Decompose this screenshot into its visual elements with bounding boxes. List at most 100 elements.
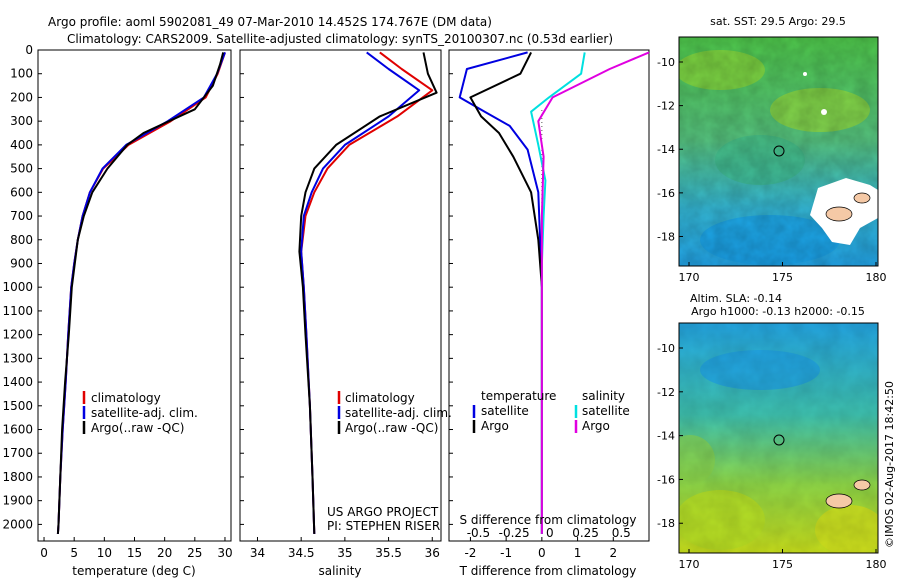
depth-tick-label: 2000 <box>2 517 33 531</box>
depth-tick-label: 900 <box>10 256 33 270</box>
salinity-xlabel: salinity <box>318 564 361 578</box>
depth-tick-label: 500 <box>10 162 33 176</box>
depth-tick-label: 1700 <box>2 446 33 460</box>
depth-tick-label: 1100 <box>2 304 33 318</box>
map-lat-label: -16 <box>657 187 675 200</box>
x-tick-label: 20 <box>157 546 172 560</box>
sst-map <box>679 37 878 266</box>
depth-tick-label: 1300 <box>2 351 33 365</box>
argo-position-marker <box>773 145 785 157</box>
temperature-legend: climatology satellite-adj. clim. Argo(..… <box>82 391 198 435</box>
map-lat-label: -14 <box>657 430 675 443</box>
map-lon-label: 170 <box>679 558 700 571</box>
sla-map-axes: -10 -12 -14 -16 -18 170 175 180 <box>657 342 886 571</box>
x-tick-label: 1 <box>574 546 582 560</box>
x-tick-label: 36 <box>425 546 440 560</box>
x-top-tick-label: 0.5 <box>612 526 631 540</box>
legend-s-satellite: satellite <box>582 404 630 418</box>
difference-legend: temperature satellite Argo salinity sate… <box>472 389 630 433</box>
x-tick-label: 0 <box>40 546 48 560</box>
legend-climatology: climatology <box>345 391 415 405</box>
sla-map-frame <box>678 322 879 554</box>
map-lat-label: -10 <box>657 342 675 355</box>
depth-tick-label: 0 <box>25 43 33 57</box>
x-top-tick-label: -0.25 <box>499 526 530 540</box>
depth-axis: 0 100 200 300 400 500 600 700 800 900 1000 1100 1200… <box>2 43 453 531</box>
salinity-legend: climatology satellite-adj. clim. Argo(..… <box>337 391 452 435</box>
series-line-argo <box>56 52 225 534</box>
sla-map-title: Altim. SLA: -0.14 <box>690 292 782 305</box>
depth-tick-label: 1400 <box>2 375 33 389</box>
legend-salinity-head: salinity <box>582 389 625 403</box>
map-lat-label: -12 <box>657 386 675 399</box>
series-line-satellite <box>56 52 226 534</box>
sst-map-frame <box>678 36 879 267</box>
legend-satellite: satellite-adj. clim. <box>91 406 198 420</box>
difference-xlabel: T difference from climatology <box>459 564 637 578</box>
legend-climatology: climatology <box>91 391 161 405</box>
depth-tick-label: 1000 <box>2 280 33 294</box>
depth-tick-label: 1800 <box>2 470 33 484</box>
sla-map <box>679 323 878 553</box>
legend-s-argo: Argo <box>582 419 610 433</box>
map-lat-label: -12 <box>657 100 675 113</box>
x-tick-label: 5 <box>70 546 78 560</box>
depth-tick-label: 600 <box>10 185 33 199</box>
depth-tick-label: 300 <box>10 114 33 128</box>
temperature-xlabel: temperature (deg C) <box>72 564 195 578</box>
series-line-satellite <box>300 51 421 534</box>
map-lon-label: 175 <box>772 271 793 284</box>
series-line-argo <box>298 52 438 534</box>
x-top-tick-label: 0.25 <box>572 526 599 540</box>
map-lon-label: 180 <box>866 271 887 284</box>
title-line-2: Climatology: CARS2009. Satellite-adjuste… <box>67 32 613 46</box>
map-lat-label: -18 <box>657 517 675 530</box>
legend-t-argo: Argo <box>481 419 509 433</box>
map-lon-label: 170 <box>679 271 700 284</box>
difference-xlabel-top: S difference from climatology <box>460 513 637 527</box>
legend-argo: Argo(..raw -QC) <box>345 421 438 435</box>
sst-map-title: sat. SST: 29.5 Argo: 29.5 <box>710 15 846 28</box>
x-tick-label: 10 <box>97 546 112 560</box>
salinity-panel <box>239 49 442 542</box>
x-tick-label: 35 <box>337 546 352 560</box>
temperature-panel <box>37 49 232 542</box>
legend-temperature-head: temperature <box>481 389 556 403</box>
depth-tick-label: 400 <box>10 138 33 152</box>
depth-tick-label: 200 <box>10 90 33 104</box>
x-top-tick-label: -0.5 <box>467 526 490 540</box>
difference-profiles: -2 -1 0 1 2 -0.5 -0.25 0 0.25 0.5 <box>458 51 650 560</box>
depth-tick-label: 1500 <box>2 399 33 413</box>
depth-tick-label: 1900 <box>2 494 33 508</box>
series-line-climatology <box>56 52 226 534</box>
x-tick-label: 25 <box>187 546 202 560</box>
x-tick-label: 34.5 <box>288 546 315 560</box>
depth-tick-label: 800 <box>10 233 33 247</box>
x-tick-label: 15 <box>127 546 142 560</box>
x-tick-label: 34 <box>250 546 265 560</box>
legend-argo: Argo(..raw -QC) <box>91 421 184 435</box>
series-line-s-argo <box>537 51 650 534</box>
map-lat-label: -18 <box>657 230 675 243</box>
sla-map-subtitle: Argo h1000: -0.13 h2000: -0.15 <box>691 305 865 318</box>
depth-tick-label: 100 <box>10 67 33 81</box>
title-line-1: Argo profile: aoml 5902081_49 07-Mar-201… <box>48 15 492 29</box>
sst-map-axes: -10 -12 -14 -16 -18 170 175 180 <box>657 56 886 284</box>
map-lon-label: 175 <box>772 558 793 571</box>
temperature-profiles: 0 5 10 15 20 25 30 <box>40 52 233 560</box>
depth-tick-label: 1600 <box>2 423 33 437</box>
x-tick-label: -2 <box>464 546 476 560</box>
imos-footer: ©IMOS 02-Aug-2017 18:42:50 <box>883 381 896 548</box>
legend-satellite: satellite-adj. clim. <box>345 406 452 420</box>
map-lat-label: -16 <box>657 473 675 486</box>
difference-panel <box>448 49 650 542</box>
x-top-tick-label: 0 <box>546 526 554 540</box>
x-tick-label: 35.5 <box>375 546 402 560</box>
x-tick-label: 2 <box>609 546 617 560</box>
map-lat-label: -10 <box>657 56 675 69</box>
x-tick-label: 0 <box>538 546 546 560</box>
pi-annotation: PI: STEPHEN RISER <box>327 519 440 533</box>
argo-position-marker <box>773 434 785 446</box>
x-tick-label: -1 <box>500 546 512 560</box>
